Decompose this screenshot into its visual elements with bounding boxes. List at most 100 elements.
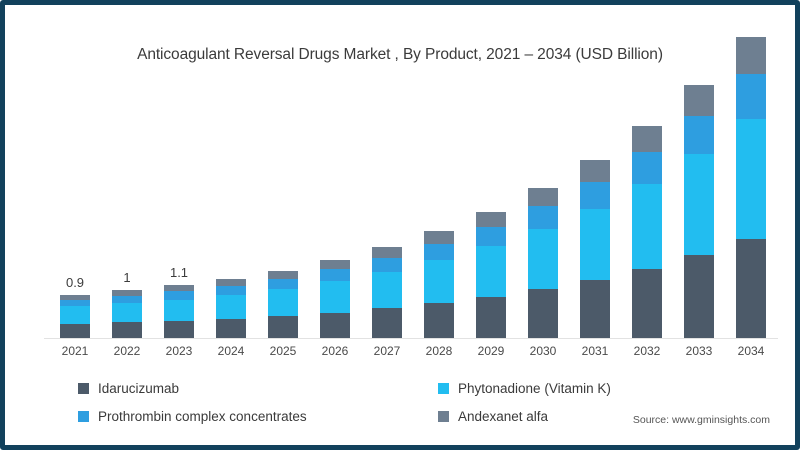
bar-segment[interactable] (528, 228, 558, 289)
legend-item-phytonadione[interactable]: Phytonadione (Vitamin K) (438, 381, 718, 396)
bar-group[interactable] (268, 270, 298, 338)
legend-item-andexanet-alfa[interactable]: Andexanet alfa (438, 409, 718, 424)
bar-segment[interactable] (60, 323, 90, 338)
stacked-bar[interactable] (320, 259, 350, 338)
bar-group[interactable] (736, 36, 766, 338)
bar-segment[interactable] (216, 286, 246, 296)
bar-segment[interactable] (216, 318, 246, 338)
bar-segment[interactable] (372, 257, 402, 272)
bar-segment[interactable] (632, 268, 662, 338)
stacked-bar[interactable] (528, 188, 558, 338)
bar-group[interactable] (632, 126, 662, 338)
bar-group[interactable] (320, 259, 350, 338)
bar-segment[interactable] (216, 278, 246, 287)
bar-segment[interactable] (684, 154, 714, 256)
bar-group[interactable] (424, 230, 454, 338)
bar-segment[interactable] (60, 300, 90, 307)
bar-segment[interactable] (60, 306, 90, 324)
legend-label: Andexanet alfa (458, 408, 549, 424)
bar-segment[interactable] (736, 239, 766, 338)
bar-segment[interactable] (632, 184, 662, 269)
bar-segment[interactable] (476, 246, 506, 297)
bar-segment[interactable] (112, 289, 142, 296)
bar-value-label: 1 (123, 269, 131, 285)
stacked-bar[interactable] (476, 211, 506, 338)
bar-segment[interactable] (476, 226, 506, 247)
x-axis-tick-2021: 2021 (61, 344, 89, 358)
stacked-bar[interactable] (268, 270, 298, 338)
source-attribution: Source: www.gminsights.com (632, 414, 770, 426)
bar-segment[interactable] (424, 243, 454, 261)
bar-segment[interactable] (216, 295, 246, 319)
bar-segment[interactable] (424, 260, 454, 303)
bar-segment[interactable] (112, 295, 142, 303)
stacked-bar[interactable] (60, 294, 90, 338)
bar-segment[interactable] (320, 259, 350, 270)
x-axis-tick-2028: 2028 (425, 344, 453, 358)
bar-segment[interactable] (372, 246, 402, 258)
legend-item-prothrombin-complex-concentrates[interactable]: Prothrombin complex concentrates (78, 409, 438, 424)
bar-value-label: 0.9 (65, 274, 85, 290)
stacked-bar[interactable] (424, 230, 454, 338)
bar-group[interactable]: 0.9 (60, 275, 90, 338)
x-axis-tick-2032: 2032 (633, 344, 661, 358)
stacked-bar[interactable] (372, 246, 402, 338)
bar-segment[interactable] (372, 308, 402, 338)
bar-segment[interactable] (736, 73, 766, 120)
stacked-bar[interactable] (632, 126, 662, 338)
bar-segment[interactable] (580, 160, 610, 182)
bar-group[interactable] (476, 211, 506, 338)
bar-segment[interactable] (632, 126, 662, 152)
bar-segment[interactable] (164, 299, 194, 321)
plot-area: 0.9 1 1.1 (44, 36, 772, 338)
bar-segment[interactable] (164, 285, 194, 292)
bar-segment[interactable] (424, 230, 454, 244)
bar-value-label: 1.1 (169, 265, 189, 281)
stacked-bar[interactable] (580, 160, 610, 338)
bar-segment[interactable] (320, 281, 350, 313)
bar-segment[interactable] (684, 115, 714, 155)
bar-group[interactable]: 1.1 (164, 265, 194, 338)
bar-group[interactable] (372, 246, 402, 338)
bar-group[interactable] (216, 278, 246, 338)
legend-swatch-icon (78, 382, 89, 394)
bar-segment[interactable] (164, 320, 194, 338)
bar-segment[interactable] (112, 322, 142, 338)
bar-group[interactable] (580, 160, 610, 338)
bar-segment[interactable] (580, 208, 610, 280)
bar-segment[interactable] (60, 294, 90, 301)
bar-group[interactable]: 1 (112, 270, 142, 338)
bar-group[interactable] (684, 85, 714, 338)
bar-segment[interactable] (528, 206, 558, 229)
bar-segment[interactable] (632, 151, 662, 185)
legend-item-idarucizumab[interactable]: Idarucizumab (78, 381, 438, 396)
bar-segment[interactable] (268, 288, 298, 316)
bar-segment[interactable] (268, 315, 298, 338)
bar-segment[interactable] (580, 279, 610, 338)
bar-segment[interactable] (736, 36, 766, 74)
bar-segment[interactable] (424, 302, 454, 338)
stacked-bar[interactable] (112, 289, 142, 338)
bar-segment[interactable] (268, 270, 298, 279)
bar-segment[interactable] (112, 302, 142, 323)
bar-segment[interactable] (164, 291, 194, 300)
stacked-bar[interactable] (684, 85, 714, 338)
stacked-bar[interactable] (164, 285, 194, 338)
bar-segment[interactable] (528, 288, 558, 338)
bar-segment[interactable] (528, 188, 558, 207)
bar-segment[interactable] (736, 119, 766, 240)
bar-segment[interactable] (320, 312, 350, 338)
stacked-bar[interactable] (216, 278, 246, 338)
bar-segment[interactable] (684, 255, 714, 338)
x-axis-tick-2025: 2025 (269, 344, 297, 358)
bar-segment[interactable] (684, 85, 714, 116)
bar-segment[interactable] (268, 278, 298, 289)
bar-segment[interactable] (476, 211, 506, 227)
bar-group[interactable] (528, 188, 558, 338)
bar-segment[interactable] (476, 296, 506, 338)
bar-segment[interactable] (320, 269, 350, 282)
bar-segment[interactable] (580, 181, 610, 209)
stacked-bar[interactable] (736, 36, 766, 338)
bar-segment[interactable] (372, 271, 402, 309)
chart-legend: Idarucizumab Phytonadione (Vitamin K) Pr… (78, 374, 718, 430)
